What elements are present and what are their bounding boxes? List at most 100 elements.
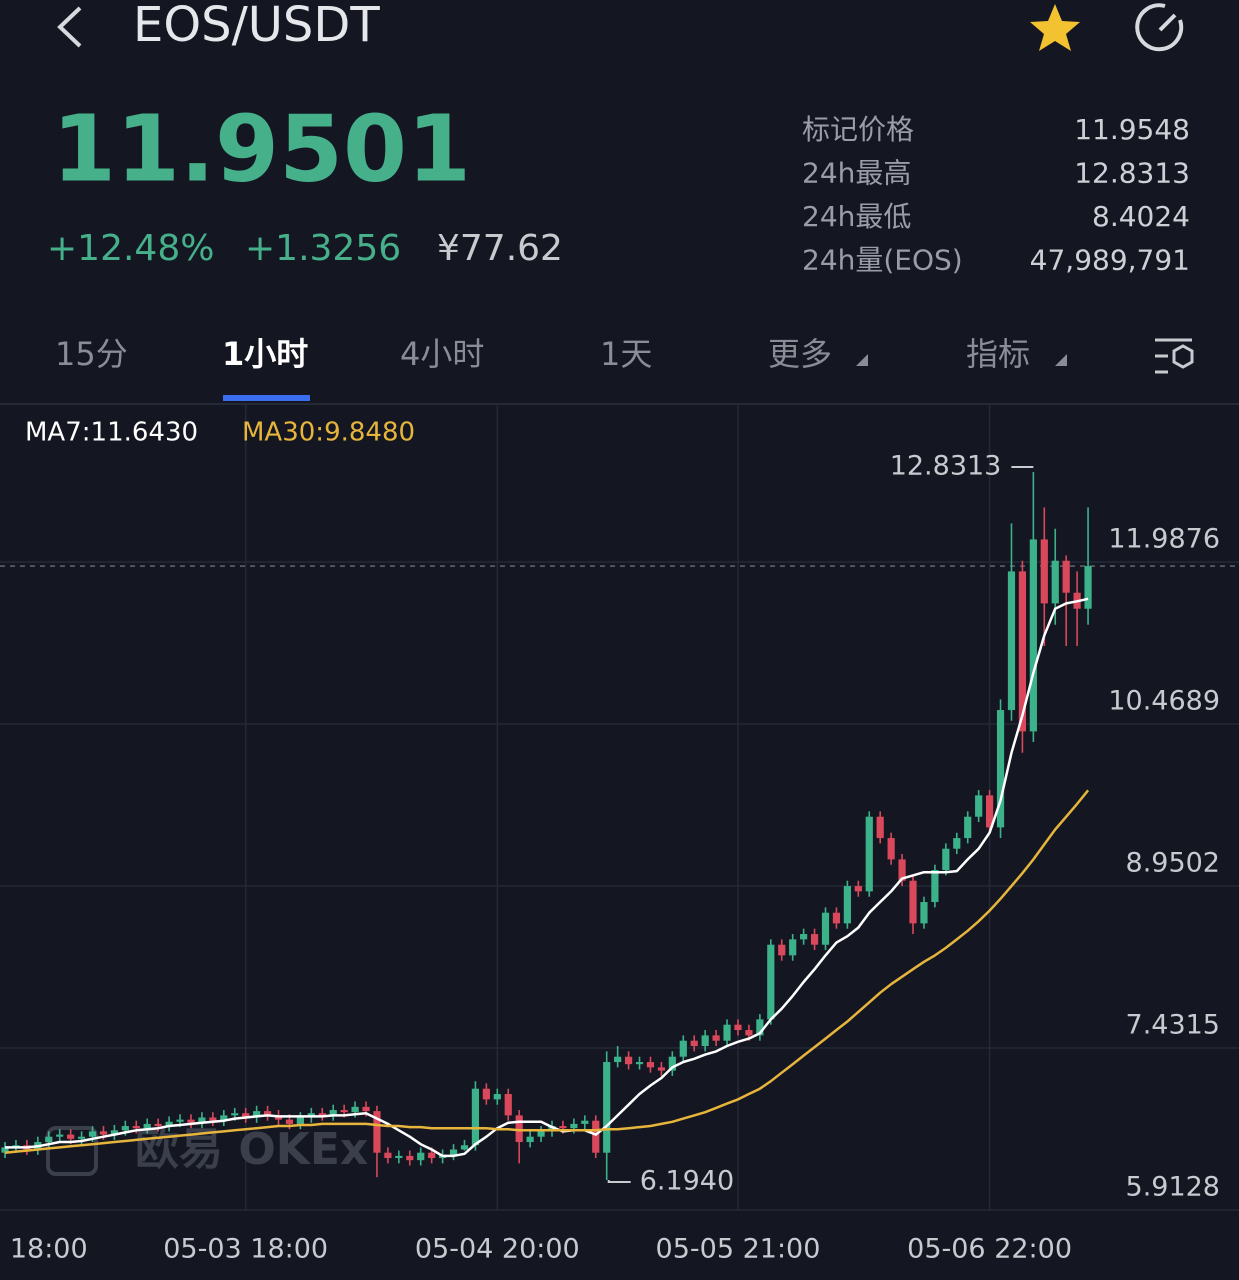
x-tick-label: 18:00 bbox=[10, 1234, 88, 1265]
x-tick-label: 05-04 20:00 bbox=[415, 1234, 580, 1265]
legend-entry: MA30:9.8480 bbox=[242, 418, 415, 448]
candle-body bbox=[996, 710, 1005, 828]
candle-body bbox=[67, 1134, 75, 1139]
candle-body bbox=[253, 1111, 261, 1118]
candle-body bbox=[285, 1119, 294, 1124]
candle-body bbox=[471, 1088, 480, 1146]
candle-body bbox=[209, 1117, 217, 1121]
candle-body bbox=[318, 1113, 326, 1116]
candle-body bbox=[417, 1152, 425, 1161]
tab[interactable]: 1天 bbox=[600, 335, 652, 373]
candle-body bbox=[515, 1115, 523, 1143]
candle-body bbox=[428, 1152, 436, 1159]
candle-body bbox=[986, 795, 994, 828]
candle-body bbox=[242, 1113, 250, 1118]
candle-body bbox=[263, 1111, 272, 1116]
x-tick-label: 05-03 18:00 bbox=[163, 1234, 328, 1265]
tab[interactable]: 指标 bbox=[966, 335, 1030, 373]
candle-body bbox=[581, 1120, 589, 1124]
candle-body bbox=[778, 944, 786, 956]
candle-body bbox=[1051, 560, 1059, 604]
candle-body bbox=[296, 1117, 304, 1124]
cny-price: ¥77.62 bbox=[437, 228, 563, 269]
legend: MA7:11.6430 MA30:9.8480 bbox=[25, 418, 415, 448]
y-tick-label: 11.9876 bbox=[1108, 524, 1220, 555]
candle-body bbox=[624, 1056, 633, 1065]
candle-body bbox=[329, 1110, 337, 1116]
change-percent: +12.48% bbox=[47, 228, 214, 269]
candle-body bbox=[154, 1123, 162, 1127]
stat-value: 8.4024 bbox=[1092, 200, 1190, 233]
candle-body bbox=[953, 838, 961, 849]
candle-body bbox=[614, 1056, 622, 1063]
candle-body bbox=[975, 795, 983, 817]
refresh-button[interactable] bbox=[1135, 3, 1184, 52]
candle-body bbox=[712, 1035, 720, 1041]
ma-line bbox=[4, 789, 1090, 1154]
candle-body bbox=[1, 1147, 9, 1153]
change-amount: +1.3256 bbox=[245, 228, 401, 269]
legend-entry: MA7:11.6430 bbox=[25, 418, 198, 448]
low-marker bbox=[607, 1180, 631, 1183]
grid: 5.9128 7.4315 8.9502 10.4689 11.9876 18:00 05-… bbox=[0, 405, 1239, 1265]
candle-body bbox=[942, 848, 950, 871]
watermark: 欧易 OKEx bbox=[46, 1124, 368, 1176]
candle-body bbox=[745, 1030, 753, 1036]
tab[interactable]: 15分 bbox=[55, 335, 128, 373]
back-button[interactable] bbox=[57, 6, 82, 48]
tab-underline bbox=[223, 395, 310, 401]
candle-body bbox=[570, 1123, 578, 1129]
stats: 标记价格 11.9548 24h最高 12.8313 24h最低 8.4024 24h量(E… bbox=[802, 113, 1190, 277]
x-tick-label: 05-05 21:00 bbox=[656, 1234, 821, 1265]
candle-body bbox=[77, 1136, 86, 1139]
candle-body bbox=[1084, 566, 1092, 609]
y-tick-label: 7.4315 bbox=[1126, 1010, 1220, 1041]
watermark-text: 欧易 OKEx bbox=[135, 1124, 368, 1175]
refresh-icon bbox=[1135, 3, 1184, 52]
candle-body bbox=[537, 1131, 545, 1137]
candle-body bbox=[362, 1106, 370, 1112]
candle-body bbox=[657, 1067, 665, 1071]
candle-body bbox=[99, 1131, 108, 1135]
candle-body bbox=[964, 816, 972, 839]
stat-value: 11.9548 bbox=[1074, 113, 1190, 146]
candle-body bbox=[449, 1149, 458, 1155]
candle-body bbox=[406, 1155, 414, 1161]
candle-body bbox=[548, 1126, 556, 1132]
candle-body bbox=[1062, 560, 1070, 593]
candle-body bbox=[909, 880, 917, 924]
stat-label: 24h最高 bbox=[802, 157, 911, 190]
candle-body bbox=[559, 1126, 567, 1129]
candle-body bbox=[603, 1062, 611, 1153]
tab[interactable]: 1小时 bbox=[222, 335, 308, 373]
tab[interactable]: 更多 bbox=[768, 335, 832, 373]
candle-body bbox=[1007, 571, 1016, 711]
settings-button[interactable] bbox=[1155, 338, 1194, 374]
candle-body bbox=[843, 886, 851, 924]
tab[interactable]: 4小时 bbox=[400, 335, 484, 373]
low-label: 6.1940 bbox=[640, 1166, 734, 1197]
y-tick-label: 10.4689 bbox=[1108, 686, 1220, 717]
candle-body bbox=[187, 1119, 195, 1123]
ma-line bbox=[5, 597, 1089, 1158]
candle-body bbox=[121, 1126, 129, 1131]
y-tick-label: 8.9502 bbox=[1126, 848, 1220, 879]
candle-body bbox=[143, 1123, 151, 1129]
candle-body bbox=[384, 1152, 392, 1159]
candle-body bbox=[865, 816, 873, 892]
candle-body bbox=[898, 859, 906, 881]
candle-body bbox=[800, 934, 808, 940]
plot: 12.8313 6.1940 bbox=[0, 451, 1239, 1197]
candle-body bbox=[832, 912, 841, 924]
stat-value: 47,989,791 bbox=[1030, 244, 1190, 277]
candle-body bbox=[767, 944, 775, 1020]
candle-body bbox=[810, 934, 819, 945]
candle-body bbox=[789, 939, 797, 956]
candle-body bbox=[931, 870, 939, 903]
favorite-star[interactable] bbox=[1030, 4, 1080, 51]
candle-body bbox=[220, 1115, 228, 1121]
candle-body bbox=[723, 1024, 731, 1041]
settings-icon bbox=[1172, 344, 1194, 369]
